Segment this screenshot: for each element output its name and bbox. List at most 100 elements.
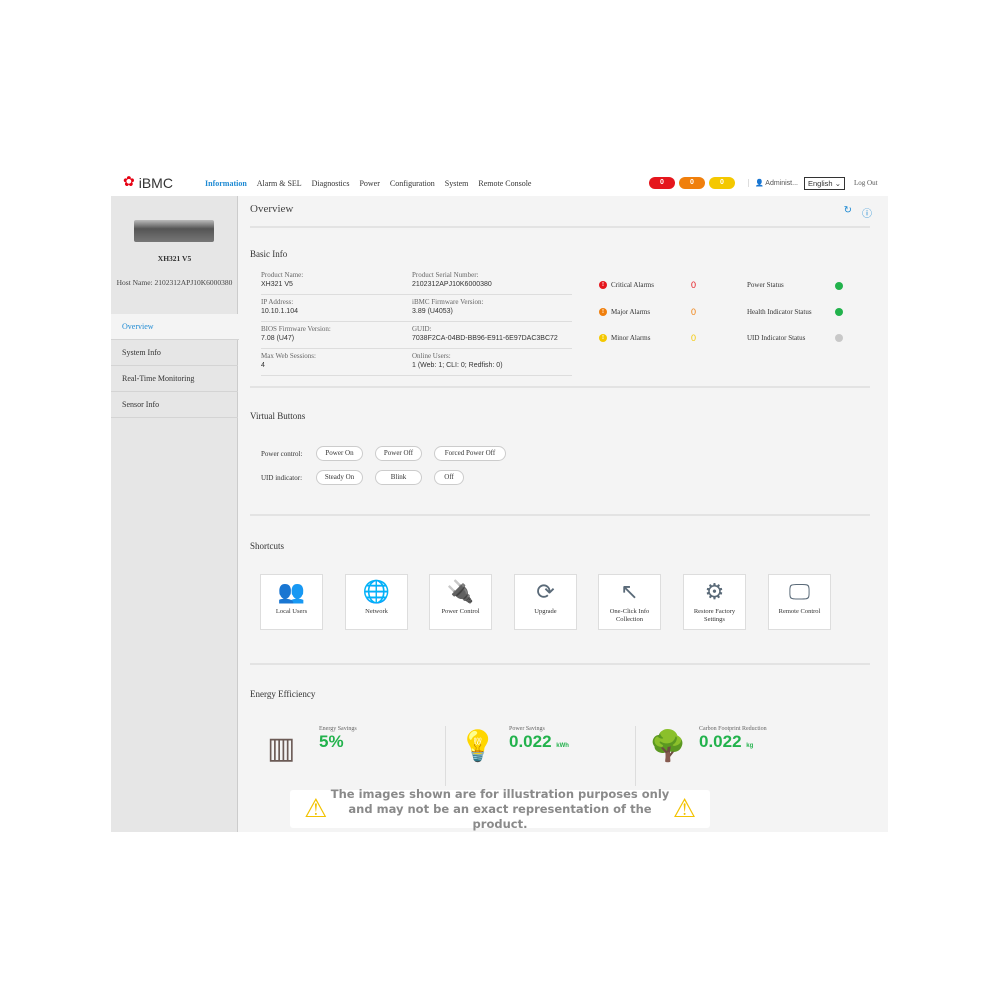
carbon-reduction-unit: kg [746, 743, 754, 749]
ip-address: 10.10.1.104 [261, 308, 298, 315]
field-label: Max Web Sessions: [261, 352, 316, 360]
field-label: iBMC Firmware Version: [412, 298, 484, 306]
users-icon: 👥 [277, 580, 306, 605]
user-name: Administ... [765, 180, 798, 187]
guid: 7038F2CA-04BD-BB96-E911-6E97DAC3BC72 [412, 335, 558, 342]
top-bar: ✿ iBMC Information Alarm & SEL Diagnostics P… [111, 170, 888, 196]
shortcut-remote-control[interactable]: 🖵 Remote Control [768, 574, 831, 630]
critical-alarm-badge[interactable]: 0 [649, 177, 675, 189]
nav-system[interactable]: System [444, 178, 469, 188]
shortcut-power-control[interactable]: 🔌 Power Control [429, 574, 492, 630]
field-label: Online Users: [412, 352, 451, 360]
sidebar-item-system-info[interactable]: System Info [111, 340, 238, 366]
sidebar-item-overview[interactable]: Overview [111, 314, 239, 340]
huawei-flower-icon: ✿ [123, 175, 135, 190]
nav-configuration[interactable]: Configuration [389, 178, 435, 188]
shortcut-label: Network [365, 608, 388, 615]
user-menu[interactable]: 👤 Administ... [748, 179, 798, 187]
major-alarms-label: Major Alarms [611, 308, 651, 316]
power-off-button[interactable]: Power Off [375, 446, 422, 461]
blink-button[interactable]: Blink [375, 470, 422, 485]
server-model: XH321 V5 [157, 254, 192, 263]
shortcut-local-users[interactable]: 👥 Local Users [260, 574, 323, 630]
carbon-reduction-number: 0.022 [699, 732, 742, 751]
page-title: Overview [250, 203, 294, 215]
minor-alarm-badge[interactable]: 0 [709, 177, 735, 189]
off-button[interactable]: Off [434, 470, 464, 485]
energy-savings-number: 5% [319, 732, 344, 751]
plug-icon: 🔌 [446, 580, 475, 605]
shortcut-upgrade[interactable]: ⟳ Upgrade [514, 574, 577, 630]
forced-power-off-button[interactable]: Forced Power Off [434, 446, 506, 461]
sidebar-item-sensor-info[interactable]: Sensor Info [111, 392, 238, 418]
shortcut-network[interactable]: 🌐 Network [345, 574, 408, 630]
uid-status-indicator [835, 334, 843, 342]
user-icon: 👤 [755, 180, 764, 187]
serial-number: 2102312APJ10K6000380 [412, 281, 492, 288]
shortcut-label: Remote Control [778, 608, 821, 615]
globe-icon: 🌐 [362, 580, 391, 605]
illustration-notice: ⚠ The images shown are for illustration … [290, 787, 710, 831]
shortcut-label: One-Click Info Collection [609, 608, 650, 623]
server-rack-icon: ▥ [267, 731, 296, 766]
power-savings-number: 0.022 [509, 732, 552, 751]
refresh-icon[interactable]: ↻ [843, 205, 852, 216]
health-status-label: Health Indicator Status [747, 308, 812, 316]
major-alarm-badge[interactable]: 0 [679, 177, 705, 189]
power-savings-value: 0.022 kWh [509, 732, 569, 752]
ibmc-app: ✿ iBMC Information Alarm & SEL Diagnostics P… [111, 170, 888, 832]
shortcut-one-click-info[interactable]: ↖ One-Click Info Collection [598, 574, 661, 630]
power-status-indicator [835, 282, 843, 290]
language-value: English [808, 179, 833, 188]
major-alarm-icon: ! [599, 308, 607, 316]
carbon-reduction-value: 0.022 kg [699, 732, 767, 752]
max-web-sessions: 4 [261, 362, 265, 369]
huawei-logo: ✿ iBMC [123, 175, 205, 191]
major-alarms-count[interactable]: 0 [691, 307, 697, 317]
carbon-reduction-label: Carbon Footprint Reduction [699, 726, 767, 732]
nav-alarm-sel[interactable]: Alarm & SEL [256, 178, 302, 188]
shortcut-label: Restore Factory Settings [693, 608, 736, 623]
power-control-label: Power control: [261, 450, 303, 458]
warning-icon: ⚠ [672, 793, 696, 824]
field-label: IP Address: [261, 298, 294, 306]
nav-diagnostics[interactable]: Diagnostics [311, 178, 350, 188]
steady-on-button[interactable]: Steady On [316, 470, 363, 485]
field-label: BIOS Firmware Version: [261, 325, 331, 333]
power-status-label: Power Status [747, 281, 784, 289]
server-image [134, 220, 214, 242]
nav-power[interactable]: Power [359, 178, 380, 188]
energy-efficiency-title: Energy Efficiency [250, 689, 316, 699]
minor-alarms-count[interactable]: 0 [691, 333, 697, 343]
sidebar: XH321 V5 Host Name: 2102312APJ10K6000380… [111, 196, 239, 832]
chevron-down-icon: ⌄ [834, 179, 841, 188]
power-savings-label: Power Savings [509, 726, 545, 732]
refresh-icon: ⟳ [536, 580, 555, 605]
critical-alarms-count[interactable]: 0 [691, 280, 697, 290]
virtual-buttons-title: Virtual Buttons [250, 411, 306, 421]
warning-icon: ⚠ [304, 793, 328, 824]
nav-information[interactable]: Information [205, 178, 247, 188]
online-users: 1 (Web: 1; CLI: 0; Redfish: 0) [412, 362, 503, 369]
nav-remote-console[interactable]: Remote Console [478, 178, 532, 188]
tree-icon: 🌳 [649, 729, 687, 764]
shortcut-label: Power Control [441, 608, 480, 615]
brand-name: iBMC [138, 175, 173, 191]
logout-link[interactable]: Log Out [854, 179, 878, 187]
critical-alarms-label: Critical Alarms [611, 281, 654, 289]
energy-savings-value: 5% [319, 732, 357, 752]
shortcut-label: Upgrade [534, 608, 557, 615]
minor-alarms-label: Minor Alarms [611, 334, 651, 342]
field-label: Product Name: [261, 271, 304, 279]
sidebar-item-real-time-monitoring[interactable]: Real-Time Monitoring [111, 366, 238, 392]
shortcut-label: Local Users [275, 608, 308, 615]
shortcut-restore-factory[interactable]: ⚙ Restore Factory Settings [683, 574, 746, 630]
language-select[interactable]: English ⌄ [804, 177, 845, 190]
host-name: Host Name: 2102312APJ10K6000380 [116, 278, 233, 287]
power-on-button[interactable]: Power On [316, 446, 363, 461]
basic-info-title: Basic Info [250, 249, 288, 259]
uid-status-label: UID Indicator Status [747, 334, 806, 342]
main-content: Overview ↻ ⓘ Basic Info Product Name: XH32… [239, 196, 888, 832]
minor-alarm-icon: ! [599, 334, 607, 342]
help-icon[interactable]: ⓘ [862, 209, 872, 220]
